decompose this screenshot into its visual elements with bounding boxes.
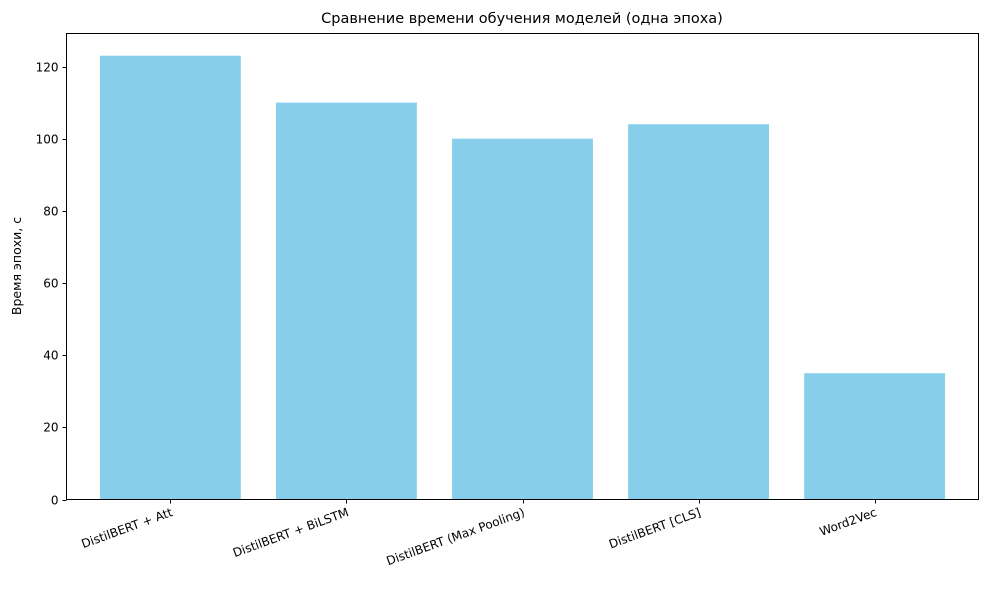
bars-group: [99, 55, 946, 500]
x-axis-ticks: DistilBERT + Att DistilBERT + BiLSTM Disti…: [79, 499, 879, 568]
bar-distilbert-bilstm: [276, 102, 417, 500]
x-tick-label-distilbert-max-pooling: DistilBERT (Max Pooling): [385, 505, 527, 568]
y-tick-label: 0: [51, 494, 59, 508]
plot-frame: [66, 33, 979, 500]
x-tick-label-distilbert-att: DistilBERT + Att: [79, 505, 174, 551]
y-axis-ticks: 0 20 40 60 80 100 120: [36, 61, 67, 508]
y-tick-label: 40: [43, 349, 58, 363]
y-tick-label: 20: [43, 421, 58, 435]
bar-distilbert-att: [99, 55, 241, 500]
y-tick-label: 80: [43, 205, 58, 219]
bar-distilbert-cls: [628, 124, 769, 500]
x-tick-label-distilbert-cls: DistilBERT [CLS]: [607, 505, 703, 551]
x-tick-label-distilbert-bilstm: DistilBERT + BiLSTM: [231, 505, 350, 560]
y-axis-label: Время эпохи, с: [9, 217, 24, 315]
y-tick-label: 100: [36, 133, 59, 147]
chart-title: Сравнение времени обучения моделей (одна…: [321, 11, 723, 27]
x-tick-label-word2vec: Word2Vec: [818, 505, 879, 539]
y-tick-label: 60: [43, 277, 58, 291]
bar-distilbert-max-pooling: [452, 138, 593, 500]
y-tick-label: 120: [36, 61, 59, 75]
bar-word2vec: [804, 373, 946, 500]
